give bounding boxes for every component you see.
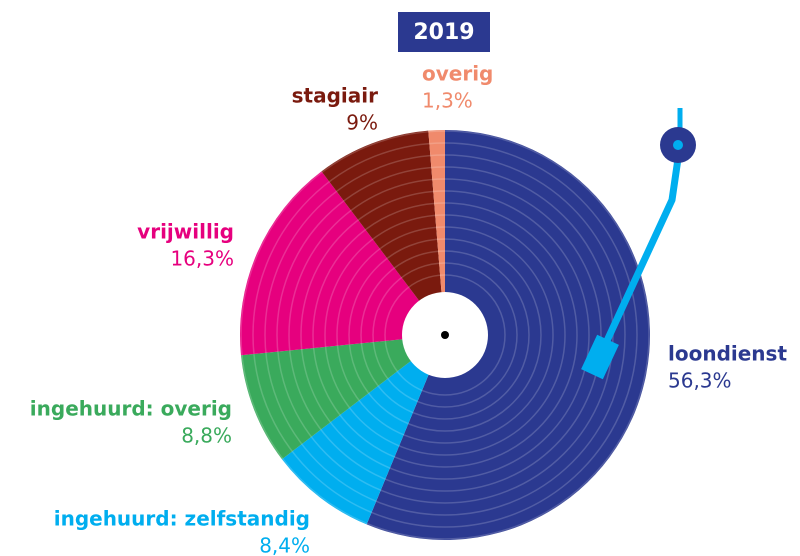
- value-label: 56,3%: [668, 369, 732, 393]
- tonearm: [581, 108, 696, 380]
- category-label: overig: [422, 62, 493, 86]
- chart-title: 2019: [413, 20, 474, 45]
- pivot-center: [673, 140, 683, 150]
- groove: [372, 262, 518, 408]
- slice: [281, 335, 445, 525]
- groove: [384, 274, 506, 396]
- value-label: 16,3%: [170, 247, 234, 271]
- grooves: [240, 130, 650, 540]
- slice: [428, 130, 445, 335]
- spindle: [441, 331, 449, 339]
- category-label: ingehuurd: zelfstandig: [54, 507, 310, 531]
- slice: [241, 335, 445, 460]
- groove: [300, 190, 590, 480]
- category-label: ingehuurd: overig: [30, 397, 232, 421]
- groove: [264, 154, 626, 516]
- record: [240, 130, 650, 541]
- slice: [366, 130, 650, 541]
- arm: [601, 144, 684, 347]
- groove: [348, 238, 542, 432]
- value-label: 8,8%: [181, 424, 232, 448]
- groove: [252, 142, 638, 528]
- category-label: vrijwillig: [137, 220, 234, 244]
- groove: [288, 178, 602, 492]
- value-label: 8,4%: [259, 534, 310, 556]
- value-label: 9%: [346, 111, 378, 135]
- groove: [240, 130, 650, 540]
- groove: [336, 226, 554, 444]
- arm-head: [581, 334, 619, 380]
- groove: [324, 214, 566, 456]
- groove: [360, 250, 530, 420]
- category-label: stagiair: [292, 84, 378, 108]
- slice: [321, 130, 445, 335]
- title-box: [398, 12, 490, 52]
- value-label: 1,3%: [422, 89, 473, 113]
- slice: [240, 171, 445, 356]
- groove: [312, 202, 578, 468]
- category-label: loondienst: [668, 342, 787, 366]
